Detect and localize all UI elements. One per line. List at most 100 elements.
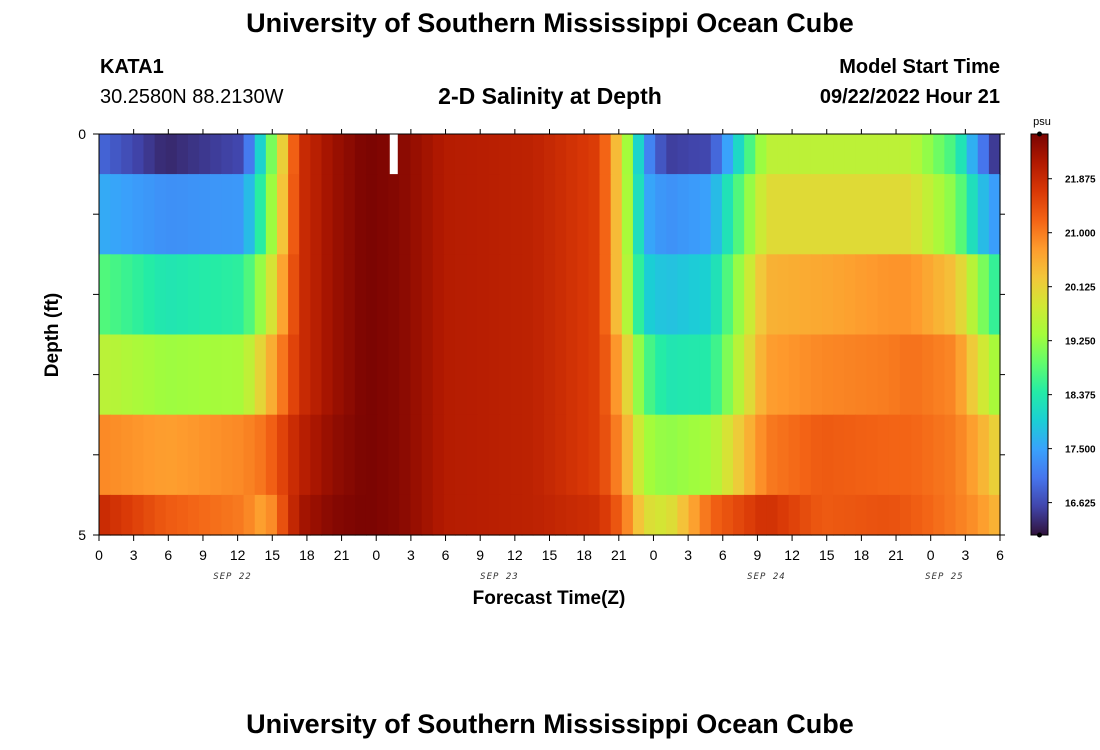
heatmap-cell (755, 414, 767, 496)
x-tick-label: 3 (130, 547, 138, 563)
heatmap-cell (354, 174, 367, 255)
heatmap-cell (599, 414, 612, 496)
heatmap-cell (443, 494, 456, 536)
heatmap-cell (610, 414, 623, 496)
heatmap-cell (577, 414, 590, 496)
heatmap-cell (332, 134, 345, 175)
heatmap-cell (199, 414, 211, 496)
day-labels: SEP 22 SEP 23 SEP 24 SEP 25 (213, 572, 962, 582)
heatmap-cell (977, 254, 990, 336)
heatmap-cell (154, 494, 167, 536)
chart-subtitle: 2-D Salinity at Depth (438, 83, 662, 109)
chart-title: University of Southern Mississippi Ocean… (246, 8, 854, 38)
heatmap-cell (510, 254, 523, 336)
heatmap-cell (644, 254, 656, 336)
heatmap-cell (911, 494, 923, 536)
heatmap-cell (99, 494, 111, 536)
heatmap-cell (555, 254, 567, 336)
heatmap-cell (488, 494, 501, 536)
heatmap-cell (766, 494, 779, 536)
heatmap-cell (788, 414, 801, 496)
heatmap-cell (176, 134, 189, 175)
heatmap-cell (799, 414, 812, 496)
heatmap-cell (799, 134, 812, 175)
colorbar: psu 16.625 17.500 18.375 19.250 20.125 21.000… (1030, 116, 1096, 538)
heatmap-cell (911, 254, 923, 336)
heatmap-cell (321, 134, 334, 175)
heatmap-cell (766, 334, 779, 416)
heatmap-cell (666, 494, 679, 536)
heatmap-cell (121, 254, 133, 336)
heatmap-cell (621, 134, 634, 175)
heatmap-cell (110, 334, 122, 416)
heatmap-cell (310, 134, 323, 175)
y-tick-label: 0 (78, 126, 86, 142)
heatmap-cell (499, 334, 512, 416)
heatmap-cell (332, 174, 345, 255)
heatmap-cell (143, 254, 156, 336)
x-tick-label: 15 (819, 547, 835, 563)
heatmap-cell (532, 134, 545, 175)
heatmap-cell (777, 254, 790, 336)
heatmap-cell (399, 134, 412, 175)
x-tick-label: 0 (927, 547, 935, 563)
heatmap-cell (955, 134, 968, 175)
heatmap-cell (332, 494, 345, 536)
x-axis-title: Forecast Time(Z) (473, 588, 626, 609)
heatmap-cell (532, 174, 545, 255)
heatmap-cell (499, 414, 512, 496)
heatmap-cell (744, 414, 756, 496)
heatmap-cell (310, 414, 323, 496)
x-tick-label: 0 (372, 547, 380, 563)
heatmap-cell (688, 134, 701, 175)
colorbar-tick-label: 21.875 (1065, 175, 1096, 186)
heatmap-cell (310, 494, 323, 536)
missing-cell-mark (389, 134, 398, 175)
heatmap-cell (866, 134, 879, 175)
heatmap-cell (354, 414, 367, 496)
heatmap-cell (688, 174, 701, 255)
heatmap-cell (110, 494, 122, 536)
x-tick-label: 21 (888, 547, 904, 563)
colorbar-end-dot (1037, 532, 1042, 538)
heatmap-cell (899, 174, 912, 255)
heatmap-cell (121, 494, 133, 536)
heatmap-cell (443, 414, 456, 496)
heatmap-cell (477, 174, 489, 255)
heatmap-cell (922, 414, 934, 496)
heatmap-cell (577, 174, 590, 255)
heatmap-cell (176, 414, 189, 496)
heatmap-cell (810, 134, 823, 175)
heatmap-cell (566, 174, 578, 255)
x-tick-label: 21 (334, 547, 350, 563)
heatmap-cell (699, 254, 712, 336)
heatmap-cell (288, 334, 300, 416)
heatmap-cell (377, 174, 389, 255)
heatmap-cell (165, 134, 178, 175)
heatmap-cell (977, 334, 990, 416)
heatmap-cell (610, 174, 623, 255)
heatmap-cell (710, 494, 723, 536)
heatmap-cell (521, 254, 534, 336)
heatmap-cell (933, 414, 945, 496)
heatmap-cell (911, 134, 923, 175)
heatmap-cell (922, 134, 934, 175)
heatmap-cell (833, 414, 845, 496)
day-label: SEP 24 (747, 572, 786, 582)
heatmap-cell (377, 134, 389, 175)
heatmap-cell (877, 134, 890, 175)
heatmap-cell (354, 254, 367, 336)
heatmap-cell (454, 494, 467, 536)
heatmap-cell (432, 174, 445, 255)
heatmap-cell (788, 334, 801, 416)
heatmap-cell (299, 494, 311, 536)
heatmap-cell (944, 254, 957, 336)
heatmap-cell (644, 174, 656, 255)
heatmap-cell (621, 254, 634, 336)
colorbar-tick-label: 18.375 (1065, 391, 1096, 402)
heatmap-cell (855, 134, 868, 175)
heatmap-cell (666, 334, 679, 416)
heatmap-cell (99, 334, 111, 416)
heatmap-cell (721, 494, 734, 536)
heatmap-cell (632, 174, 645, 255)
